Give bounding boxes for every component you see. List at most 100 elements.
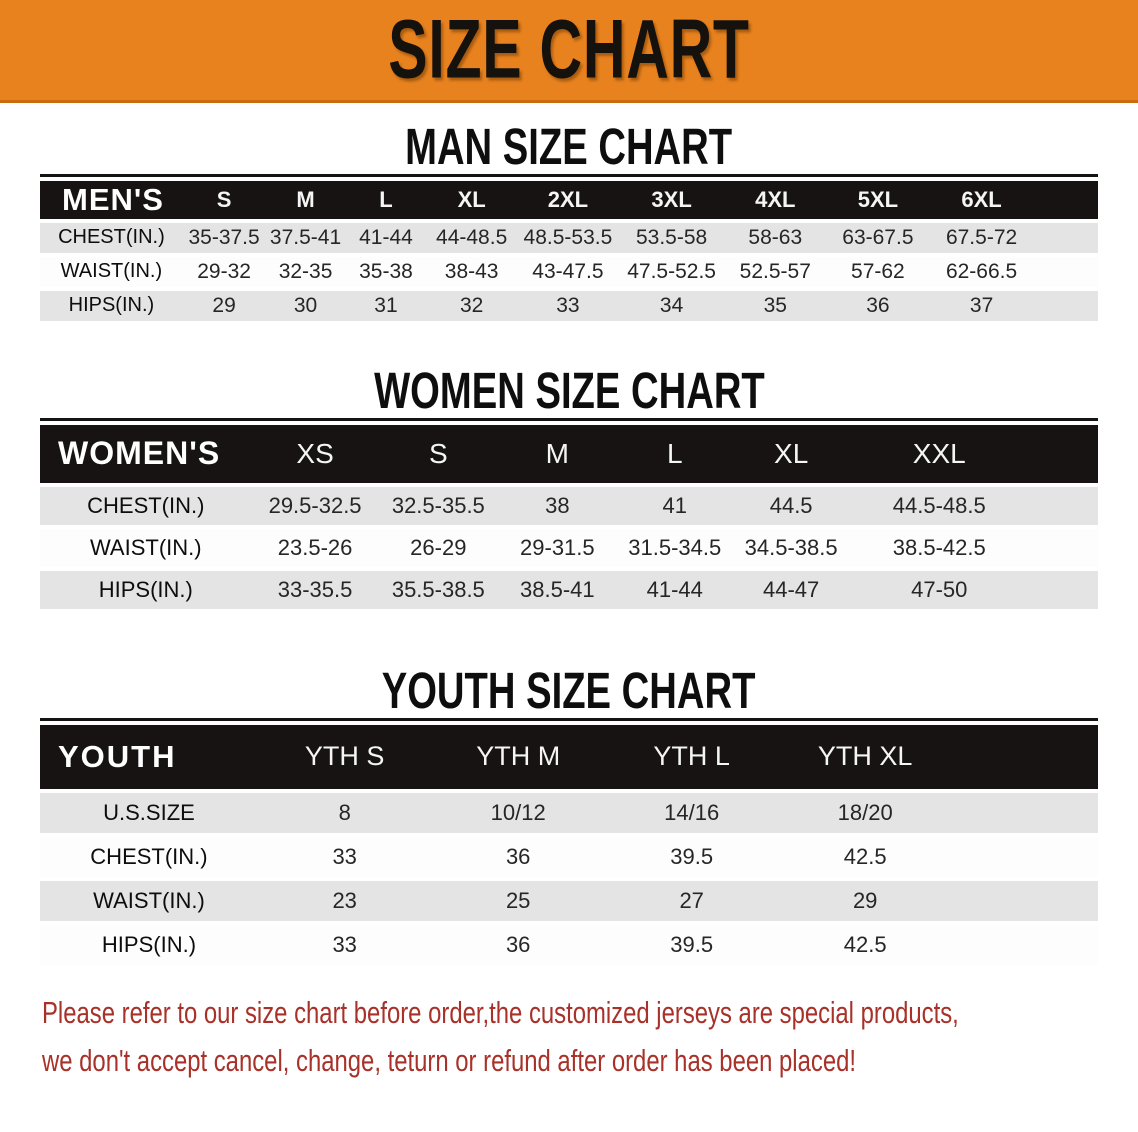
measurement-row-label: U.S.SIZE [103, 799, 195, 825]
size-value-cell: 38 [545, 492, 570, 518]
youth-size-section: YOUTH SIZE CHART YOUTH YTH S YTH M YTH L YT… [0, 663, 1138, 969]
size-column-header: XS [296, 437, 334, 469]
size-value-cell: 29 [212, 293, 236, 317]
measurement-row: WAIST(IN.) 23 25 27 29 [40, 880, 1098, 921]
size-value-cell: 41-44 [646, 576, 703, 602]
size-value-cell: 57-62 [851, 259, 905, 283]
size-column-header: M [296, 186, 315, 212]
measurement-row-label: HIPS(IN.) [98, 576, 193, 602]
size-value-cell: 67.5-72 [945, 225, 1018, 249]
size-column-header: 4XL [755, 186, 796, 212]
measurement-row: HIPS(IN.) 33-35.5 35.5-38.5 38.5-41 41-44 44-… [40, 570, 1098, 609]
row-filler [1029, 571, 1098, 609]
measurement-row: HIPS(IN.) 29 30 31 32 33 34 35 36 37 [40, 290, 1098, 321]
size-value-cell: 44.5 [769, 492, 813, 518]
size-value-cell: 29.5-32.5 [268, 492, 362, 518]
size-value-cell: 44-47 [763, 576, 820, 602]
size-value-cell: 63-67.5 [842, 225, 914, 249]
size-column-header: 3XL [651, 186, 692, 212]
men-table-header-row: MEN'S S M L XL 2XL 3XL 4XL 5XL 6XL [40, 180, 1098, 219]
youth-section-heading: YOUTH SIZE CHART [0, 663, 1138, 718]
size-value-cell: 33-35.5 [277, 576, 353, 602]
youth-size-table: YOUTH YTH S YTH M YTH L YTH XL U.S.SIZE 8 10/… [40, 717, 1098, 969]
size-value-cell: 33 [332, 843, 357, 869]
size-value-cell: 23.5-26 [277, 534, 353, 560]
size-value-cell: 43-47.5 [532, 259, 604, 283]
size-value-cell: 27 [679, 887, 704, 913]
size-value-cell: 42.5 [843, 843, 887, 869]
women-table-header-row: WOMEN'S XS S M L XL XXL [40, 424, 1098, 483]
size-column-header: S [428, 437, 448, 469]
row-filler [1033, 223, 1098, 253]
size-value-cell: 44-48.5 [436, 225, 508, 249]
size-value-cell: 41 [662, 492, 687, 518]
size-value-cell: 25 [505, 887, 531, 913]
measurement-row-label: HIPS(IN.) [101, 931, 197, 957]
size-column-header: XL [457, 186, 486, 212]
men-size-table: MEN'S S M L XL 2XL 3XL 4XL 5XL 6XL CHEST(IN.) 35-… [40, 173, 1098, 325]
size-value-cell: 33 [332, 931, 357, 957]
size-value-cell: 31.5-34.5 [628, 534, 722, 560]
men-size-section: MAN SIZE CHART MEN'S S M L XL 2XL 3XL 4XL 5XL 6X… [0, 118, 1138, 325]
size-value-cell: 26-29 [410, 534, 467, 560]
size-column-header: YTH L [653, 741, 730, 772]
women-table-corner-label: WOMEN'S [58, 435, 221, 472]
size-value-cell: 39.5 [670, 931, 714, 957]
size-value-cell: 8 [338, 799, 351, 825]
size-column-header: YTH XL [817, 741, 913, 772]
men-section-heading-text: MAN SIZE CHART [405, 118, 733, 176]
header-filler [1033, 181, 1098, 219]
size-column-header: L [666, 437, 683, 469]
size-value-cell: 52.5-57 [739, 259, 811, 283]
size-value-cell: 44.5-48.5 [892, 492, 986, 518]
row-filler [1029, 487, 1098, 525]
size-value-cell: 23 [332, 887, 357, 913]
women-size-section: WOMEN SIZE CHART WOMEN'S XS S M L XL XXL CHES… [0, 362, 1138, 613]
size-column-header: M [545, 437, 569, 469]
size-value-cell: 35.5-38.5 [391, 576, 485, 602]
measurement-row-label: WAIST(IN.) [89, 534, 202, 560]
size-value-cell: 53.5-58 [635, 225, 708, 249]
size-column-header: L [379, 186, 393, 212]
measurement-row-label: CHEST(IN.) [87, 492, 205, 518]
size-value-cell: 32 [459, 293, 484, 317]
size-value-cell: 32.5-35.5 [391, 492, 485, 518]
size-chart-banner: SIZE CHART [0, 0, 1138, 103]
size-value-cell: 36 [866, 293, 890, 317]
size-value-cell: 31 [374, 293, 398, 317]
women-size-table: WOMEN'S XS S M L XL XXL CHEST(IN.) 29.5-32.5 32… [40, 417, 1098, 613]
size-value-cell: 36 [505, 843, 531, 869]
size-column-header: XL [774, 437, 809, 469]
size-column-header: S [216, 186, 232, 212]
row-filler [952, 837, 1098, 877]
measurement-row-label: CHEST(IN.) [90, 843, 208, 869]
size-value-cell: 32-35 [278, 259, 333, 283]
row-filler [952, 925, 1098, 965]
size-value-cell: 47-50 [911, 576, 968, 602]
size-column-header: YTH S [304, 741, 385, 772]
size-column-header: 5XL [857, 186, 899, 212]
measurement-row-label: CHEST(IN.) [58, 226, 165, 249]
size-value-cell: 36 [505, 931, 531, 957]
header-filler [1029, 425, 1098, 483]
men-table-corner-label: MEN'S [62, 181, 164, 217]
measurement-row: WAIST(IN.) 23.5-26 26-29 29-31.5 31.5-34.5 34… [40, 528, 1098, 567]
disclaimer-line-2: we don't accept cancel, change, teturn o… [42, 1042, 857, 1078]
size-value-cell: 35-38 [359, 259, 413, 283]
measurement-row-label: WAIST(IN.) [60, 260, 163, 283]
size-value-cell: 35 [763, 293, 787, 317]
size-value-cell: 34 [659, 293, 684, 317]
size-value-cell: 18/20 [837, 799, 893, 825]
size-value-cell: 58-63 [748, 225, 803, 249]
row-filler [1033, 257, 1098, 287]
measurement-row: HIPS(IN.) 33 36 39.5 42.5 [40, 924, 1098, 965]
measurement-row-label: HIPS(IN.) [68, 294, 155, 317]
size-column-header: 2XL [547, 186, 589, 212]
measurement-row: CHEST(IN.) 33 36 39.5 42.5 [40, 836, 1098, 877]
banner-title: SIZE CHART [388, 3, 750, 96]
size-value-cell: 30 [293, 293, 318, 317]
size-value-cell: 37.5-41 [269, 225, 342, 249]
women-section-heading-text: WOMEN SIZE CHART [373, 362, 765, 420]
men-section-heading: MAN SIZE CHART [0, 118, 1138, 176]
size-value-cell: 33 [556, 293, 580, 317]
